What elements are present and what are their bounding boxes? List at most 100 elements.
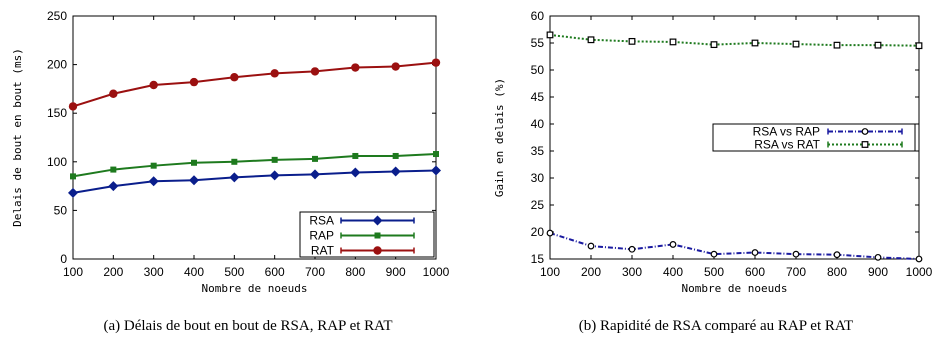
data-point <box>433 151 439 158</box>
data-point <box>108 181 119 192</box>
x-tick-label: 500 <box>704 265 724 279</box>
legend-marker <box>373 246 382 255</box>
legend-label: RSA vs RAT <box>754 138 820 152</box>
x-tick-label: 900 <box>868 265 888 279</box>
data-point <box>68 102 78 111</box>
data-point <box>189 77 199 87</box>
legend-marker <box>861 128 869 135</box>
data-point <box>587 36 595 44</box>
x-tick-label: 400 <box>663 265 683 279</box>
data-point <box>148 176 159 187</box>
series-line-rat <box>72 61 437 108</box>
data-point <box>350 167 361 178</box>
x-tick-label: 200 <box>581 265 601 279</box>
data-point <box>230 73 239 82</box>
data-point <box>546 31 554 39</box>
y-tick-label: 55 <box>531 36 545 50</box>
caption-a: (a) Délais de bout en bout de RSA, RAP e… <box>104 318 393 334</box>
data-point <box>310 169 320 180</box>
data-point <box>833 41 841 49</box>
x-tick-label: 100 <box>540 265 560 279</box>
x-tick-label: 300 <box>622 265 642 279</box>
x-tick-label: 600 <box>745 265 765 279</box>
data-point <box>431 165 441 176</box>
x-tick-label: 500 <box>224 265 244 279</box>
data-point <box>310 67 320 76</box>
x-tick-label: 600 <box>265 265 285 279</box>
x-tick-label: 1000 <box>906 265 933 279</box>
y-tick-label: 0 <box>60 252 67 266</box>
data-point <box>751 249 759 256</box>
legend-marker <box>372 215 383 226</box>
y-tick-label: 25 <box>531 198 545 212</box>
data-point <box>710 41 718 49</box>
data-point <box>874 253 882 261</box>
y-tick-label: 60 <box>531 9 545 23</box>
y-tick-label: 20 <box>531 225 545 239</box>
x-tick-label: 900 <box>386 265 406 279</box>
plot-frame <box>549 15 920 260</box>
legend-label: RSA vs RAP <box>753 125 820 139</box>
data-point <box>231 158 238 165</box>
legend-marker <box>861 141 869 148</box>
x-tick-label: 700 <box>305 265 325 279</box>
y-tick-label: 200 <box>47 58 67 72</box>
data-point <box>269 170 280 181</box>
data-point <box>392 152 399 159</box>
y-tick-label: 40 <box>531 117 545 131</box>
x-axis-label: Nombre de noeuds <box>682 282 788 295</box>
x-tick-label: 700 <box>786 265 806 279</box>
y-tick-label: 250 <box>47 9 67 23</box>
caption-b: (b) Rapidité de RSA comparé au RAP et RA… <box>579 318 853 334</box>
data-point <box>271 156 278 163</box>
y-axis-label: Gain en delais (%) <box>493 78 506 197</box>
data-point <box>351 63 360 72</box>
series-line-rap <box>72 153 437 178</box>
x-tick-label: 300 <box>144 265 164 279</box>
data-point <box>189 175 199 186</box>
x-tick-label: 800 <box>345 265 365 279</box>
x-tick-label: 800 <box>827 265 847 279</box>
data-point <box>68 187 78 198</box>
data-point <box>390 166 401 177</box>
x-tick-label: 400 <box>184 265 204 279</box>
series-line-rsa <box>72 169 437 194</box>
data-point <box>833 251 841 259</box>
data-point <box>149 80 158 90</box>
data-point <box>587 242 595 250</box>
y-tick-label: 30 <box>531 171 545 185</box>
y-tick-label: 15 <box>531 252 545 266</box>
data-point <box>70 173 76 180</box>
y-axis-label: Delais de bout en bout (ms) <box>11 48 24 227</box>
data-point <box>546 229 554 237</box>
data-point <box>628 37 636 45</box>
legend-marker <box>374 232 381 239</box>
data-point <box>669 241 677 248</box>
y-tick-label: 35 <box>531 144 545 158</box>
data-point <box>229 172 240 183</box>
data-point <box>874 41 882 49</box>
y-tick-label: 100 <box>47 155 67 169</box>
y-tick-label: 50 <box>54 203 68 217</box>
data-point <box>270 69 279 78</box>
data-point <box>751 39 759 47</box>
legend-label: RAT <box>311 244 335 258</box>
chart-a: 100 200 300 400 500 600 700 800 900 1000 0 50 100 150… <box>11 9 450 295</box>
data-point <box>150 162 157 169</box>
y-tick-label: 50 <box>531 63 545 77</box>
data-point <box>669 38 677 46</box>
data-point <box>792 250 800 258</box>
data-point <box>431 58 441 67</box>
series-line-rsa-vs-rap <box>549 232 920 260</box>
plot-frame <box>72 15 437 260</box>
x-tick-label: 1000 <box>423 265 450 279</box>
data-point <box>110 166 117 173</box>
data-point <box>628 245 636 253</box>
series-line-rsa-vs-rat <box>549 33 920 47</box>
data-point <box>191 159 197 166</box>
data-point <box>109 89 118 98</box>
data-point <box>792 40 800 48</box>
